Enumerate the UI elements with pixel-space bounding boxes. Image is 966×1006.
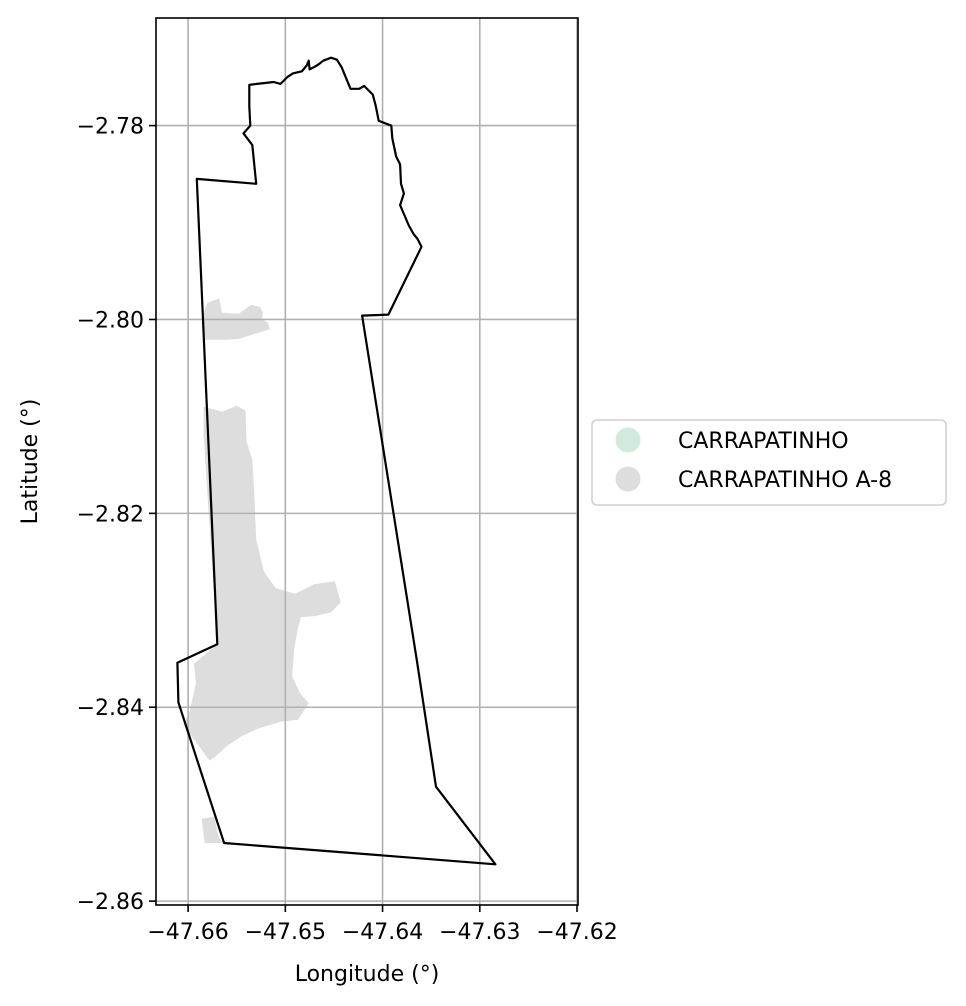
y-tick-label-4: −2.84 xyxy=(77,696,144,721)
x-tick-label-3: −47.64 xyxy=(342,920,423,945)
area-polygon-2 xyxy=(183,405,341,761)
y-axis-label: Latitude (°) xyxy=(18,399,43,525)
x-tick-label-1: −47.66 xyxy=(147,920,228,945)
legend-label-2: CARRAPATINHO A-8 xyxy=(678,468,892,493)
legend-marker-1 xyxy=(615,427,641,453)
y-tick-label-2: −2.80 xyxy=(77,308,144,333)
x-tick-label-5: −47.62 xyxy=(536,920,617,945)
y-tick-label-5: −2.86 xyxy=(77,890,144,915)
axes-frame xyxy=(155,17,579,906)
legend: CARRAPATINHO CARRAPATINHO A-8 xyxy=(591,419,947,506)
plot-area: −47.66 −47.65 −47.64 −47.63 −47.62 −2.78 −2.80… xyxy=(18,17,618,987)
boundary-outline xyxy=(176,56,497,866)
x-tick-label-4: −47.63 xyxy=(439,920,520,945)
legend-marker-2 xyxy=(615,466,641,492)
area-polygon-3 xyxy=(201,816,223,843)
legend-frame xyxy=(591,419,947,506)
y-tick-label-1: −2.78 xyxy=(77,115,144,140)
legend-label-1: CARRAPATINHO xyxy=(678,429,849,454)
x-axis-label: Longitude (°) xyxy=(295,962,440,987)
x-tick-label-2: −47.65 xyxy=(245,920,326,945)
y-tick-label-3: −2.82 xyxy=(77,502,144,527)
